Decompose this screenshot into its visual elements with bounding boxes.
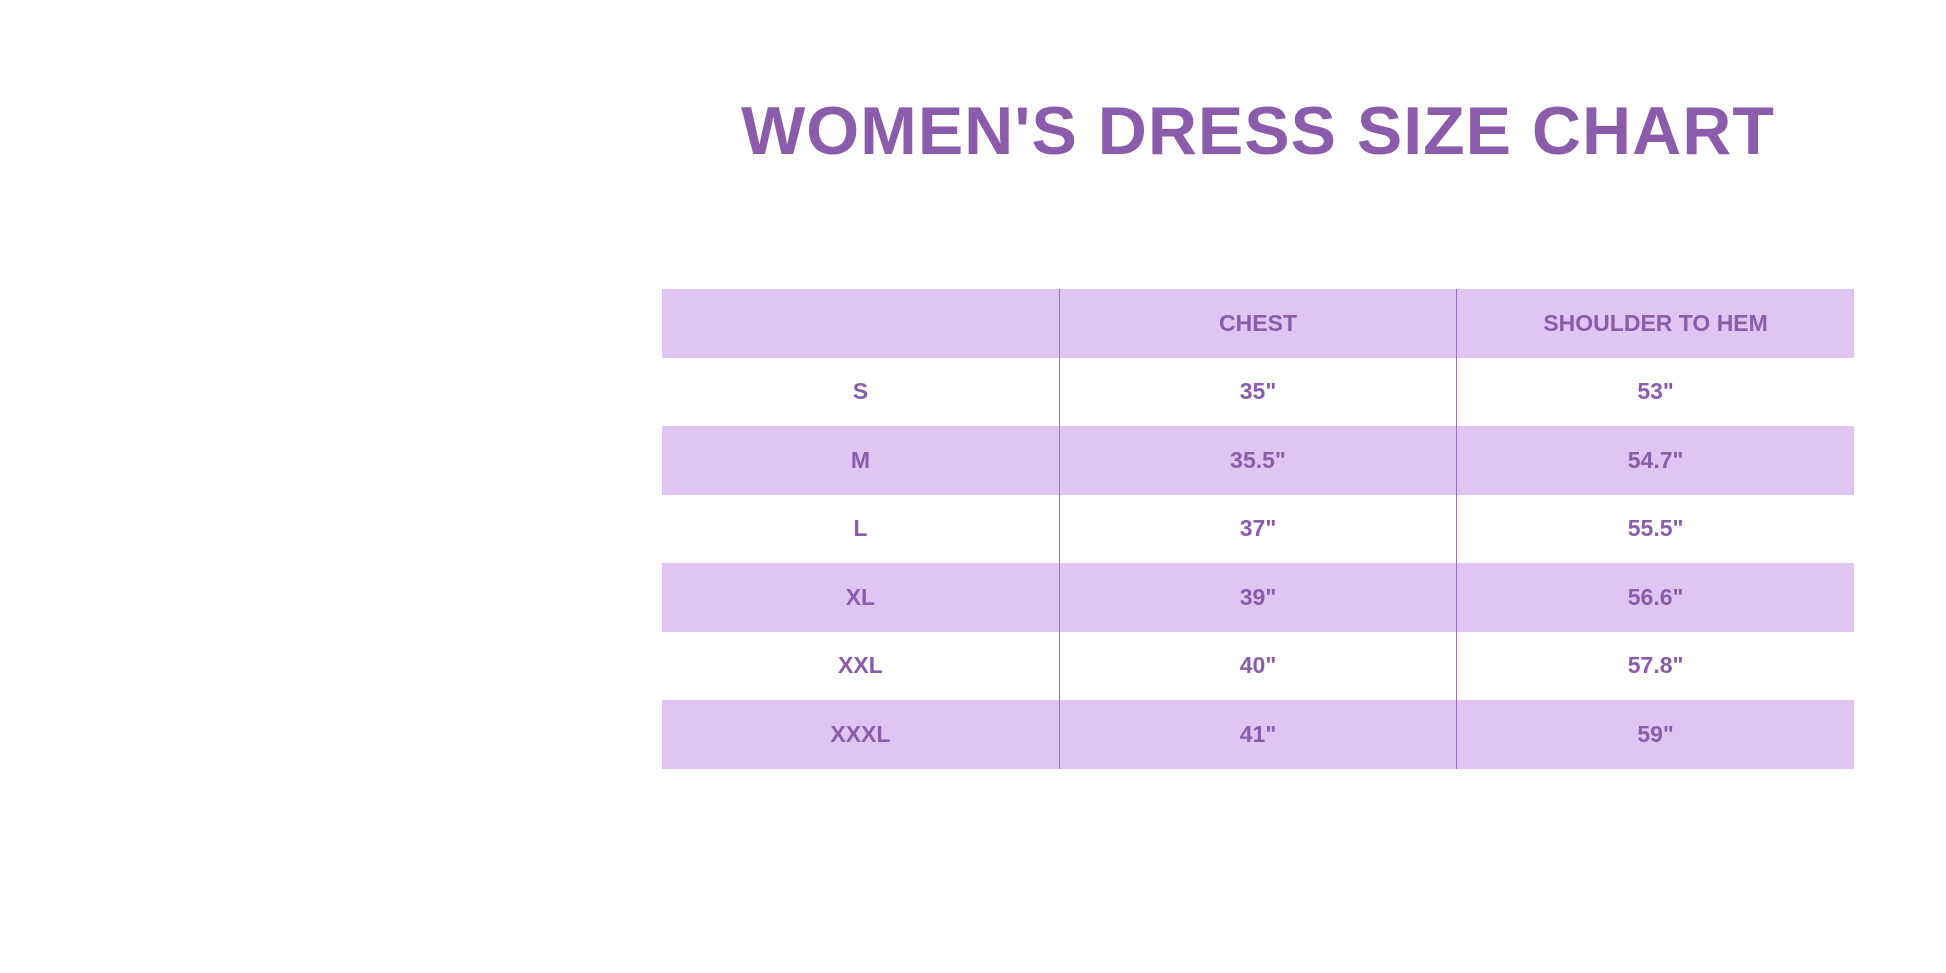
table-header-row: CHEST SHOULDER TO HEM xyxy=(662,289,1854,358)
shoulder-to-hem-cell: 56.6" xyxy=(1456,563,1854,632)
table-row: S 35" 53" xyxy=(662,357,1854,426)
chest-cell: 35" xyxy=(1058,357,1457,426)
shoulder-to-hem-cell: 55.5" xyxy=(1456,494,1854,563)
chest-cell: 39" xyxy=(1058,563,1457,632)
chest-cell: 37" xyxy=(1058,494,1457,563)
table-row: XL 39" 56.6" xyxy=(662,563,1854,632)
table-row: XXL 40" 57.8" xyxy=(662,631,1854,700)
page-title: WOMEN'S DRESS SIZE CHART xyxy=(741,93,1775,169)
shoulder-to-hem-cell: 59" xyxy=(1456,700,1854,769)
size-cell: XXXL xyxy=(662,700,1060,769)
shoulder-to-hem-cell: 54.7" xyxy=(1456,426,1854,495)
size-cell: XL xyxy=(662,563,1060,632)
size-cell: S xyxy=(852,378,869,405)
size-cell: L xyxy=(853,515,868,542)
header-cell: CHEST xyxy=(1058,289,1457,358)
shoulder-to-hem-cell: 53" xyxy=(1456,357,1854,426)
header-cell xyxy=(662,289,1060,358)
size-cell: XXL xyxy=(838,652,883,679)
table-row: XXXL 41" 59" xyxy=(662,700,1854,769)
chest-cell: 40" xyxy=(1058,631,1457,700)
table-row: M 35.5" 54.7" xyxy=(662,426,1854,495)
size-table: CHEST SHOULDER TO HEM S 35" 53" M 35.5" … xyxy=(662,289,1854,769)
size-cell: M xyxy=(662,426,1060,495)
chest-cell: 41" xyxy=(1058,700,1457,769)
shoulder-to-hem-cell: 57.8" xyxy=(1456,631,1854,700)
header-cell: SHOULDER TO HEM xyxy=(1456,289,1854,358)
chest-cell: 35.5" xyxy=(1058,426,1457,495)
table-row: L 37" 55.5" xyxy=(662,494,1854,563)
